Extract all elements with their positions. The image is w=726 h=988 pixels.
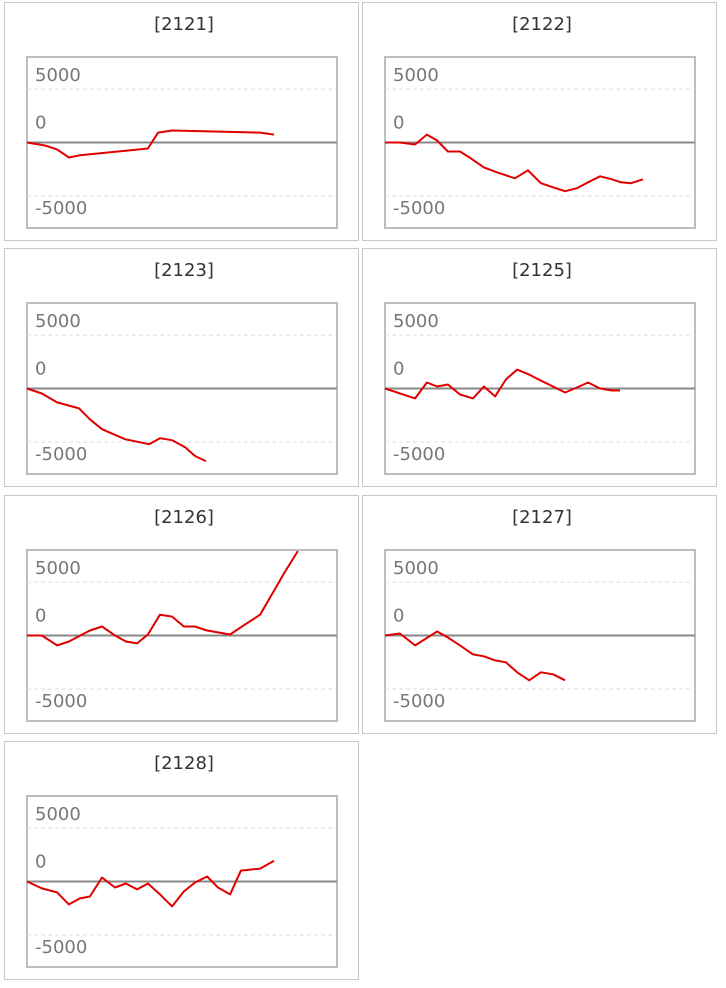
data-line: [384, 368, 620, 400]
y-tick-label: -5000: [35, 198, 87, 219]
y-tick-label: 0: [393, 113, 404, 134]
y-tick-label: 0: [393, 359, 404, 380]
chart-panel: [2127] 5000 0 -5000: [362, 494, 717, 734]
y-tick-label: 5000: [35, 65, 81, 86]
data-line: [384, 630, 566, 681]
data-line: [27, 550, 299, 646]
y-tick-label: -5000: [35, 691, 87, 712]
chart: [2127] 5000 0 -5000: [384, 507, 696, 722]
chart: [2125] 5000 0 -5000: [384, 260, 696, 476]
y-tick-label: -5000: [393, 198, 445, 219]
chart-title: [2128]: [154, 753, 214, 774]
y-tick-label: 5000: [35, 804, 81, 825]
data-line: [26, 129, 275, 159]
chart-panel: [2123] 5000 0 -5000: [4, 248, 359, 488]
y-tick-label: 0: [35, 851, 46, 872]
y-tick-label: 5000: [393, 65, 439, 86]
data-line: [26, 387, 207, 463]
chart: [2122] 5000 0 -5000: [384, 14, 696, 229]
data-line: [385, 133, 644, 193]
chart-title: [2123]: [154, 260, 214, 281]
chart-panel: [2128] 5000 0 -5000: [4, 740, 359, 980]
y-tick-label: -5000: [393, 444, 445, 465]
y-tick-label: -5000: [35, 444, 87, 465]
y-tick-label: 5000: [35, 558, 81, 579]
chart-title: [2122]: [512, 14, 572, 35]
y-tick-label: 0: [35, 605, 46, 626]
y-tick-label: -5000: [393, 691, 445, 712]
y-tick-label: 5000: [35, 311, 81, 332]
y-tick-label: 5000: [393, 558, 439, 579]
chart-title: [2127]: [512, 507, 572, 528]
y-tick-label: 5000: [393, 311, 439, 332]
chart-title: [2126]: [154, 507, 214, 528]
chart-panel: [2121] 5000 0 -5000: [4, 2, 359, 241]
data-line: [26, 859, 275, 908]
chart-title: [2125]: [512, 260, 572, 281]
chart-panel: [2122] 5000 0 -5000: [362, 2, 717, 241]
y-tick-label: 0: [393, 605, 404, 626]
chart-title: [2121]: [154, 14, 214, 35]
y-tick-label: 0: [35, 359, 46, 380]
chart-panel: [2125] 5000 0 -5000: [362, 248, 717, 488]
chart: [2126] 5000 0 -5000: [26, 507, 338, 722]
chart-panel: [2126] 5000 0 -5000: [4, 494, 359, 734]
chart: [2123] 5000 0 -5000: [26, 260, 338, 476]
y-tick-label: 0: [35, 113, 46, 134]
chart: [2121] 5000 0 -5000: [26, 14, 338, 229]
y-tick-label: -5000: [35, 937, 87, 958]
chart: [2128] 5000 0 -5000: [26, 753, 338, 968]
